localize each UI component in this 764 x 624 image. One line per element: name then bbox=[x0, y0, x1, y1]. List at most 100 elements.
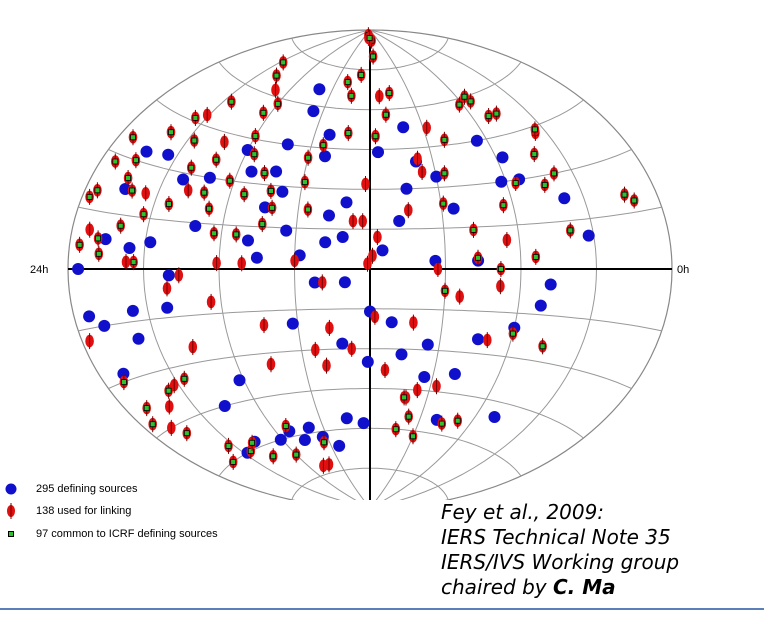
common-square bbox=[438, 420, 445, 427]
linking-source-point bbox=[432, 378, 441, 395]
common-square bbox=[405, 413, 412, 420]
common-square bbox=[211, 230, 217, 237]
defining-source-point bbox=[270, 165, 283, 178]
common-icrf-source-point bbox=[385, 85, 394, 102]
linking-source-point bbox=[167, 419, 176, 436]
common-icrf-source-point bbox=[566, 222, 575, 239]
defining-source-point bbox=[177, 173, 190, 186]
common-square bbox=[282, 423, 289, 429]
common-square bbox=[392, 426, 399, 433]
common-icrf-source-point bbox=[209, 225, 219, 242]
defining-source-point bbox=[495, 175, 508, 188]
common-square bbox=[149, 421, 156, 428]
defining-source-point bbox=[99, 233, 112, 246]
common-icrf-source-point bbox=[455, 96, 464, 113]
linking-source-point bbox=[413, 150, 422, 167]
citation-prefix: chaired by bbox=[441, 575, 553, 599]
linking-source-point bbox=[141, 185, 150, 202]
common-icrf-source-point bbox=[119, 374, 129, 391]
common-square bbox=[461, 93, 468, 100]
common-icrf-source-point bbox=[620, 186, 629, 203]
common-square bbox=[94, 187, 101, 194]
defining-source-point bbox=[302, 421, 315, 434]
linking-source-point bbox=[322, 357, 331, 374]
common-square bbox=[410, 433, 416, 440]
common-icrf-source-point bbox=[368, 48, 378, 65]
common-icrf-source-point bbox=[303, 201, 313, 218]
defining-source-point bbox=[72, 263, 85, 275]
common-icrf-source-point bbox=[180, 370, 189, 387]
defining-source-point bbox=[233, 374, 246, 387]
defining-source-point bbox=[308, 276, 321, 289]
common-icrf-source-point bbox=[439, 195, 448, 212]
common-square bbox=[320, 142, 327, 149]
common-square bbox=[500, 202, 507, 209]
common-icrf-source-point bbox=[540, 176, 550, 193]
legend: 295 defining sources 138 used for linkin… bbox=[0, 478, 330, 558]
linking-source-point bbox=[85, 221, 94, 238]
defining-source-point bbox=[189, 220, 202, 232]
linking-source-point bbox=[380, 362, 390, 378]
defining-source-point bbox=[250, 251, 263, 264]
linking-source-point bbox=[311, 341, 320, 358]
defining-source-point bbox=[448, 368, 461, 380]
common-icrf-source-point bbox=[511, 175, 520, 191]
common-square bbox=[301, 179, 308, 186]
common-icrf-source-point bbox=[440, 131, 449, 148]
defining-source-point bbox=[472, 333, 484, 346]
common-square bbox=[259, 221, 266, 228]
common-icrf-source-point bbox=[291, 446, 301, 463]
common-square bbox=[213, 156, 220, 163]
defining-source-point bbox=[340, 412, 353, 425]
defining-source-point bbox=[397, 121, 410, 134]
common-icrf-source-point bbox=[182, 425, 192, 442]
common-icrf-source-point bbox=[111, 153, 120, 170]
common-icrf-source-point bbox=[343, 74, 352, 91]
common-square bbox=[188, 164, 195, 171]
common-icrf-source-point bbox=[319, 137, 328, 154]
common-square bbox=[267, 187, 274, 194]
legend-label: 138 used for linking bbox=[36, 505, 132, 517]
defining-source-point bbox=[357, 417, 370, 430]
linking-source-point bbox=[188, 339, 198, 355]
common-icrf-source-point bbox=[148, 416, 157, 433]
linking-source-point bbox=[496, 278, 505, 295]
common-square bbox=[631, 197, 638, 204]
common-icrf-source-point bbox=[142, 400, 151, 417]
defining-source-point bbox=[361, 355, 374, 368]
linking-source-point bbox=[259, 317, 269, 334]
linking-source-point bbox=[413, 382, 422, 399]
common-icrf-source-point bbox=[499, 197, 508, 214]
common-square bbox=[493, 110, 500, 117]
defining-source-point bbox=[496, 151, 509, 164]
defining-source-point bbox=[307, 105, 320, 118]
central-axes: 24h 0h bbox=[30, 30, 689, 500]
defining-source-point bbox=[385, 316, 398, 329]
linking-source-point bbox=[483, 332, 492, 349]
linking-source-point bbox=[266, 356, 276, 373]
linking-source-point bbox=[290, 252, 299, 269]
common-square bbox=[386, 90, 393, 96]
common-icrf-source-point bbox=[268, 448, 278, 465]
blue-dot-icon bbox=[5, 483, 17, 495]
common-square bbox=[251, 151, 258, 158]
linking-source-point bbox=[361, 176, 370, 192]
defining-source-point bbox=[313, 83, 326, 96]
defining-source-point bbox=[372, 146, 384, 159]
common-square bbox=[401, 394, 408, 401]
common-icrf-source-point bbox=[266, 182, 276, 199]
linking-source-point bbox=[165, 398, 174, 415]
common-square bbox=[551, 170, 557, 177]
defining-source-point bbox=[276, 185, 289, 198]
common-square bbox=[201, 189, 208, 196]
common-icrf-source-point bbox=[391, 421, 401, 438]
common-square bbox=[270, 453, 277, 460]
linking-source-point bbox=[220, 133, 229, 150]
common-icrf-source-point bbox=[437, 415, 447, 432]
common-square bbox=[510, 330, 516, 337]
common-icrf-source-point bbox=[300, 174, 310, 191]
footer-rule bbox=[0, 608, 764, 610]
defining-source-point bbox=[430, 170, 443, 183]
legend-item-common: 97 common to ICRF defining sources bbox=[0, 525, 218, 543]
common-square bbox=[567, 227, 574, 234]
